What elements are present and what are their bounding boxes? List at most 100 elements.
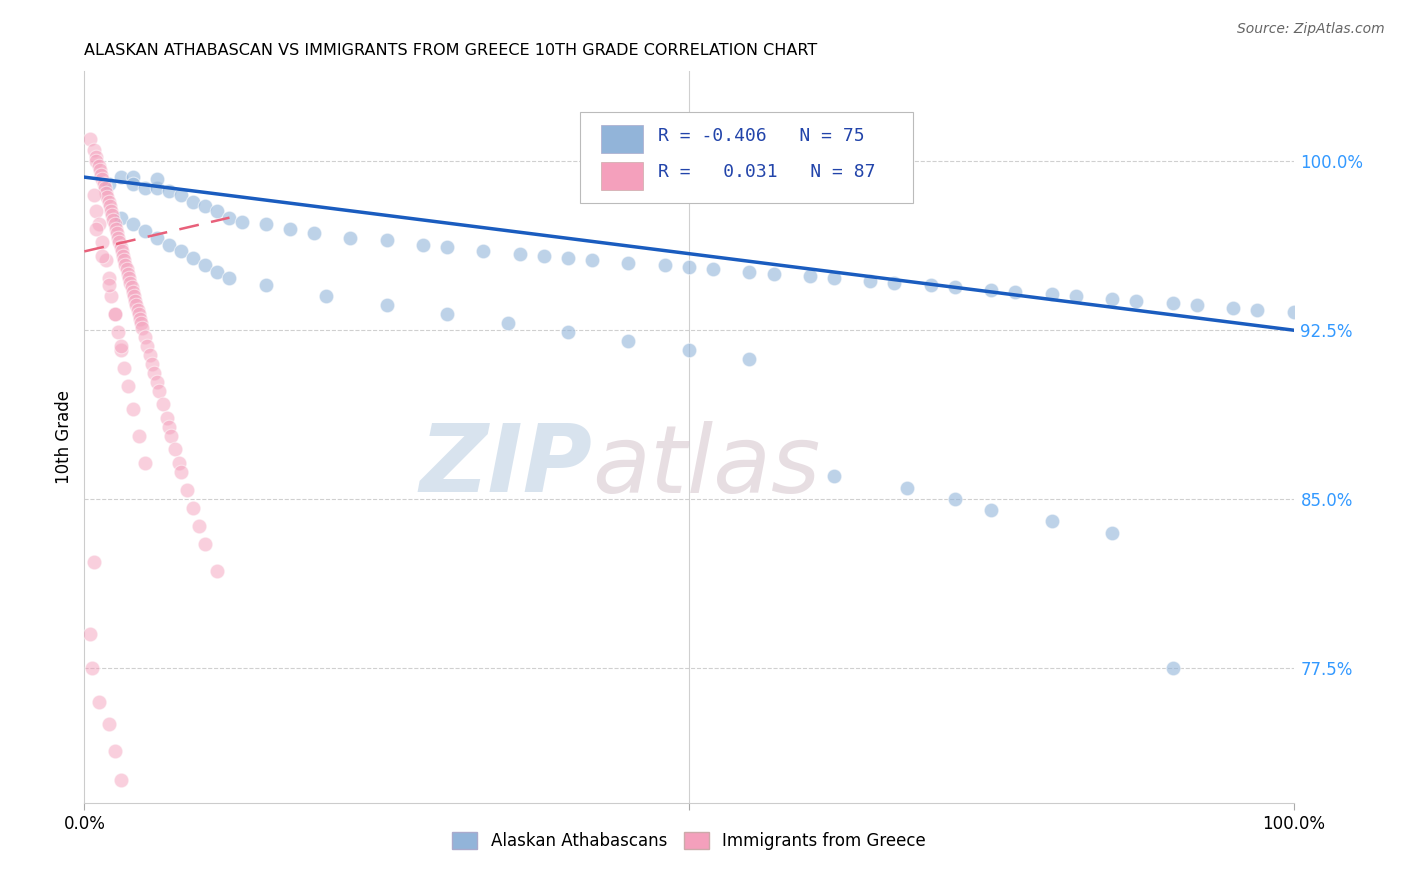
Point [105,227,128,241]
Point [823,271,845,285]
Point [98,199,121,213]
Text: ZIP: ZIP [419,420,592,512]
Point [104,218,127,232]
Legend: Alaskan Athabascans, Immigrants from Greece: Alaskan Athabascans, Immigrants from Gre… [446,825,932,856]
Point [121,285,143,299]
Point [194,199,217,213]
Point [94,253,117,268]
Point [1161,296,1184,310]
Point [678,343,700,358]
Point [111,244,134,259]
Point [1004,285,1026,299]
Point [157,184,180,198]
Point [160,429,183,443]
Point [87,159,110,173]
Point [738,352,761,367]
Point [138,348,160,362]
Point [436,307,458,321]
Point [104,222,127,236]
Point [436,240,458,254]
Point [83,188,105,202]
Point [148,384,170,398]
Point [1161,661,1184,675]
Point [375,233,398,247]
Point [1125,293,1147,308]
Point [1282,305,1305,319]
Point [86,154,108,169]
Point [110,339,132,353]
Point [136,339,159,353]
Point [134,330,156,344]
Point [101,208,124,222]
Point [107,231,129,245]
Point [91,249,114,263]
Point [96,190,118,204]
Point [121,280,143,294]
Point [167,456,190,470]
Point [738,265,761,279]
Point [121,177,143,191]
Point [122,289,145,303]
Point [89,163,111,178]
Point [302,227,325,241]
Point [943,491,966,506]
Point [128,307,150,321]
Point [823,469,845,483]
Point [207,564,229,578]
Point [1222,301,1244,315]
Point [375,298,398,312]
Point [943,280,966,294]
Point [412,237,434,252]
Point [127,302,149,317]
Point [1246,302,1268,317]
Point [1040,515,1063,529]
Point [254,278,277,293]
Point [131,321,153,335]
Point [134,456,156,470]
Point [97,194,120,209]
Point [218,271,240,285]
Point [157,420,180,434]
Point [83,143,105,157]
Point [117,267,139,281]
Point [103,213,125,227]
Point [339,231,361,245]
Point [194,537,217,551]
FancyBboxPatch shape [581,112,912,203]
Point [143,366,166,380]
Point [112,253,135,268]
Point [117,379,139,393]
Point [80,661,103,675]
Point [124,293,146,308]
Point [107,326,129,340]
Point [207,203,229,218]
Point [104,744,127,758]
Point [87,218,110,232]
Point [157,237,180,252]
Point [883,276,905,290]
FancyBboxPatch shape [600,162,643,190]
Point [155,411,177,425]
Point [100,289,122,303]
Point [129,317,152,331]
Point [278,222,301,236]
Text: Source: ZipAtlas.com: Source: ZipAtlas.com [1237,22,1385,37]
Point [218,211,240,225]
Point [146,172,169,186]
Text: atlas: atlas [592,421,821,512]
Point [188,519,211,533]
Point [207,265,229,279]
Point [121,170,143,185]
Point [97,177,120,191]
Point [799,269,821,284]
Point [980,283,1002,297]
Point [617,255,640,269]
Point [152,397,174,411]
Point [678,260,700,275]
Text: ALASKAN ATHABASCAN VS IMMIGRANTS FROM GREECE 10TH GRADE CORRELATION CHART: ALASKAN ATHABASCAN VS IMMIGRANTS FROM GR… [84,43,818,58]
Point [79,132,101,146]
Point [896,481,918,495]
Point [315,289,337,303]
Point [762,267,785,281]
Point [181,500,204,515]
